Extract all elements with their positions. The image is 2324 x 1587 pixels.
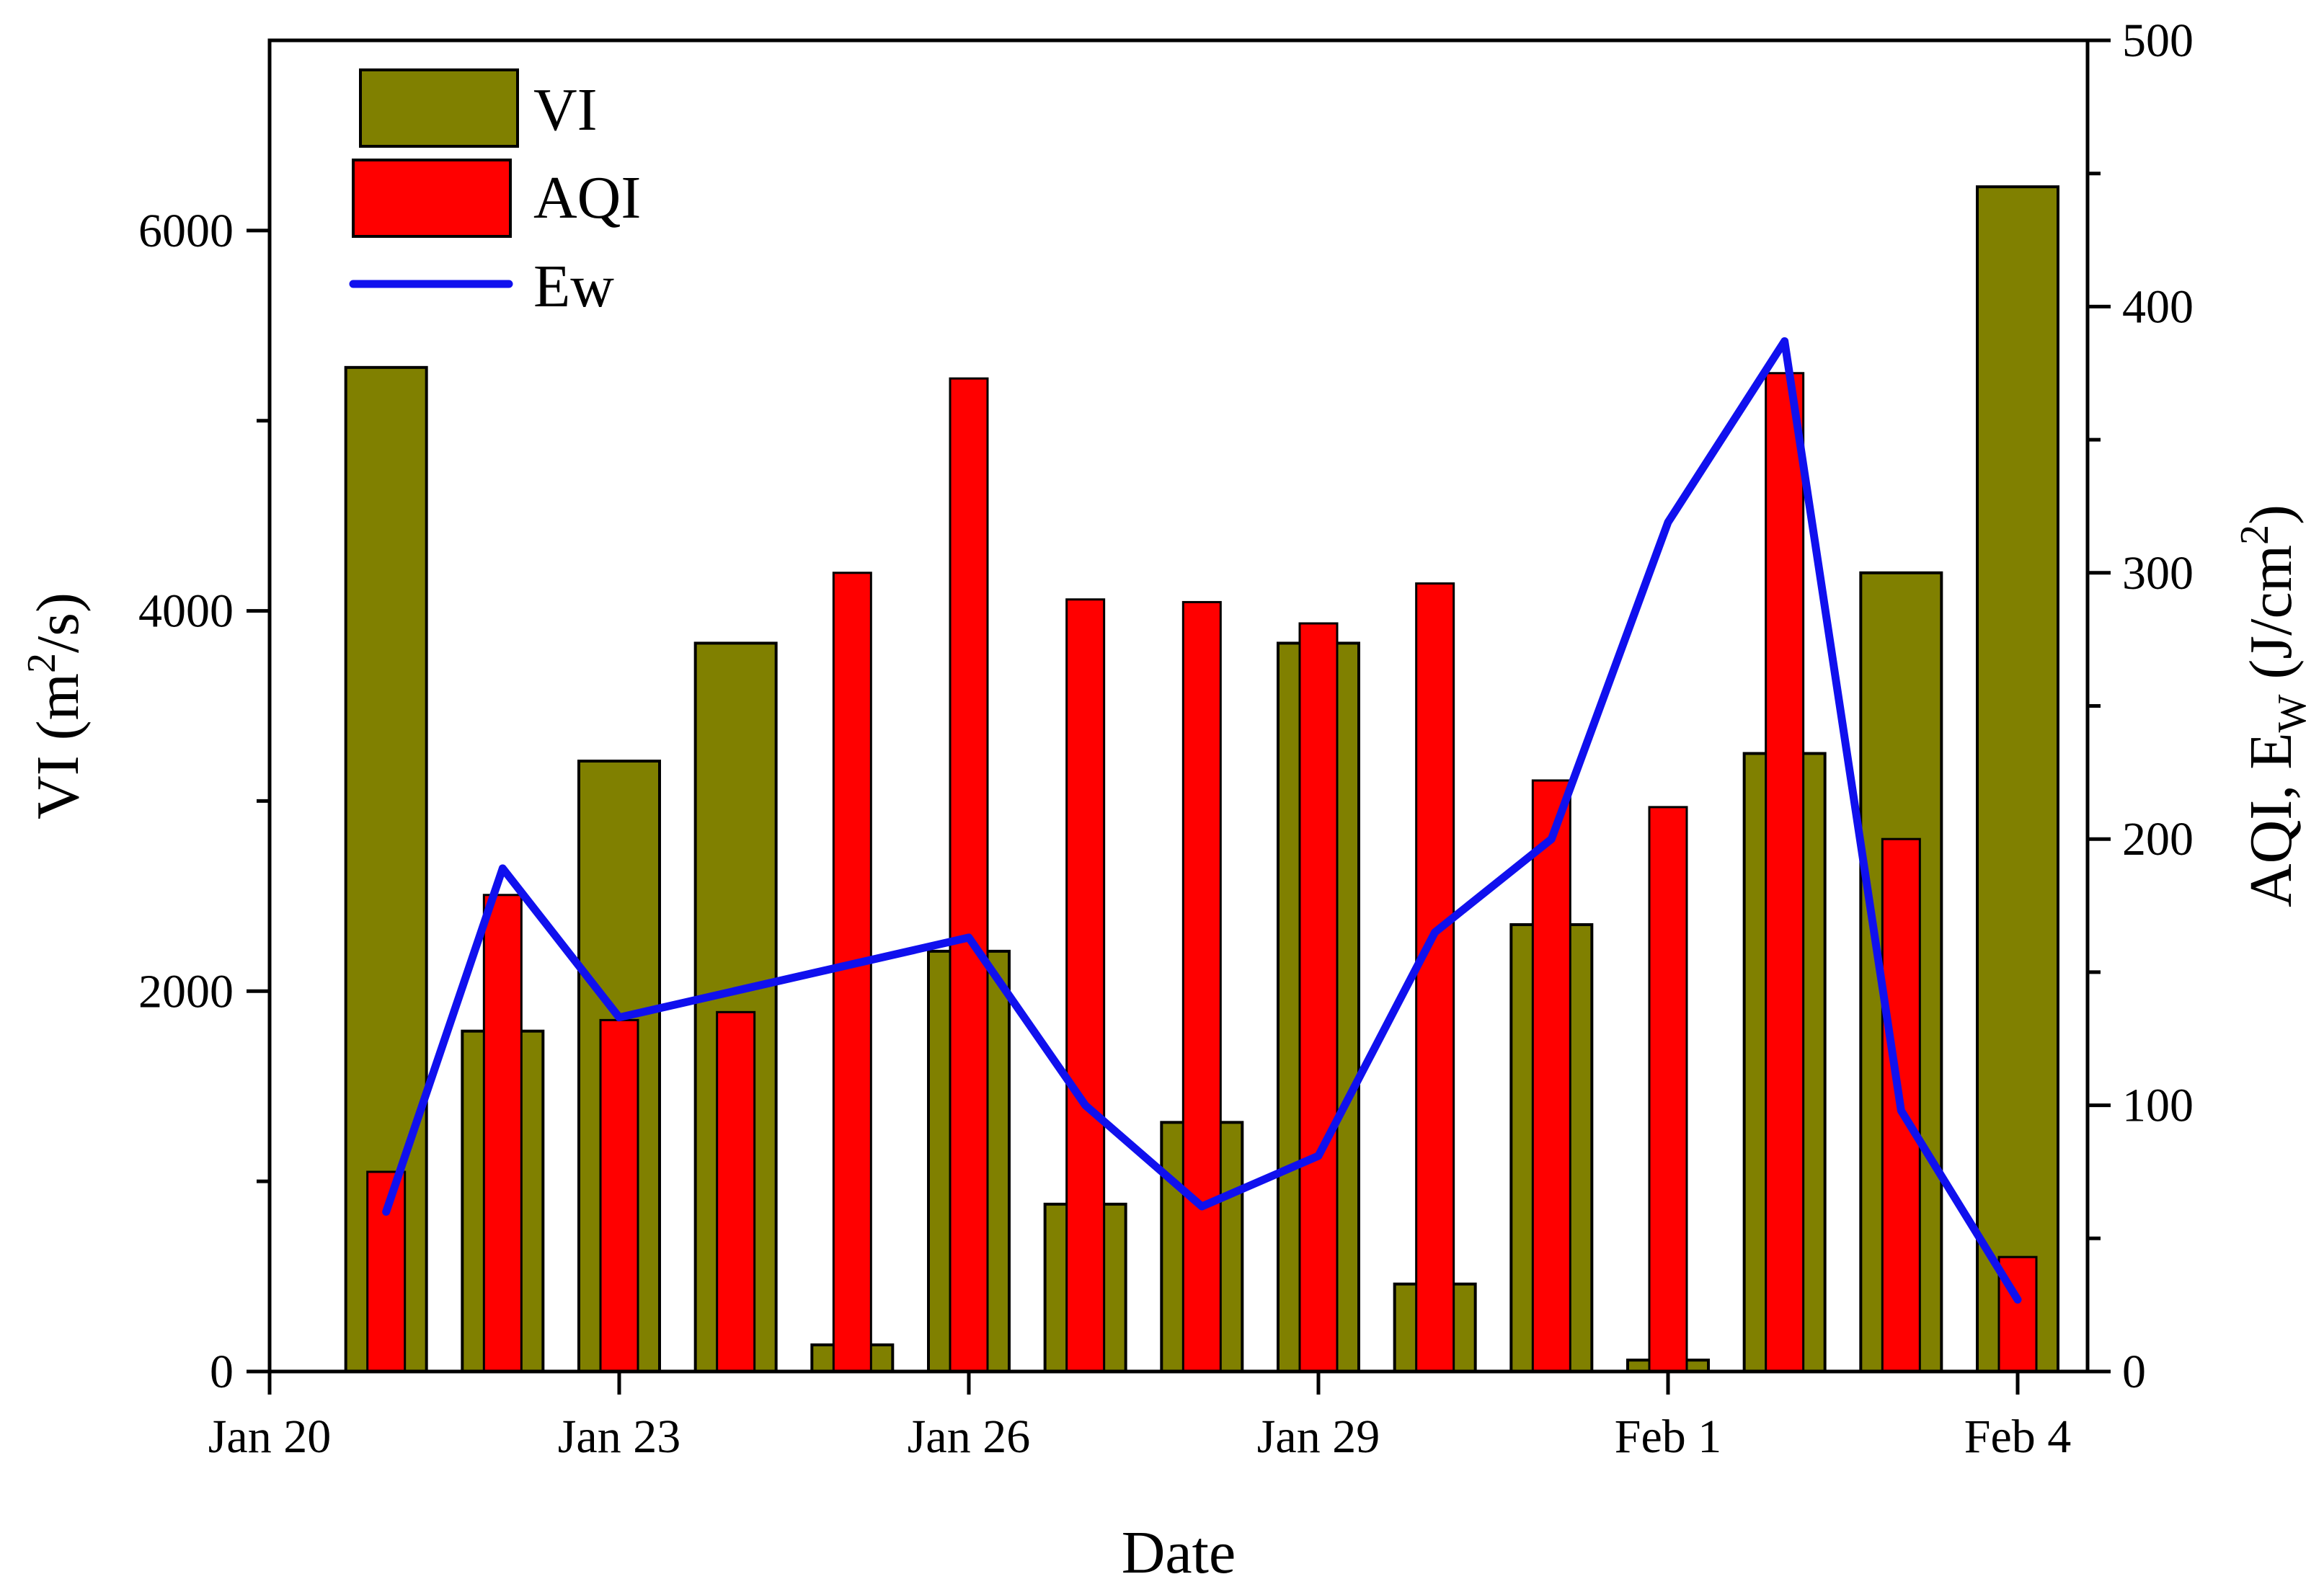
aqi-bar xyxy=(1765,372,1805,1373)
aqi-bar xyxy=(482,894,523,1373)
left-y-tick-label: 4000 xyxy=(138,585,234,638)
right-y-tick-label: 0 xyxy=(2122,1346,2146,1398)
legend-vi-swatch xyxy=(359,68,519,148)
aqi-bar-series xyxy=(366,372,2038,1373)
vi-bar xyxy=(1976,185,2059,1373)
x-tick-label: Jan 26 xyxy=(908,1410,1030,1463)
aqi-bar xyxy=(716,1010,756,1373)
x-tick-label: Jan 29 xyxy=(1257,1410,1380,1463)
x-tick-label: Feb 1 xyxy=(1615,1410,1722,1463)
legend: VI AQI Ew xyxy=(349,68,641,320)
right-y-tick-label: 400 xyxy=(2122,280,2194,333)
left-y-axis-title: VI (m2/s) xyxy=(19,592,92,819)
aqi-bar xyxy=(949,377,989,1373)
legend-ew-label: Ew xyxy=(533,253,614,320)
left-y-tick-label: 6000 xyxy=(138,205,234,257)
right-y-tick-label: 500 xyxy=(2122,14,2194,67)
left-y-tick-label: 2000 xyxy=(138,965,234,1018)
aqi-bar xyxy=(1415,582,1455,1373)
legend-vi-label: VI xyxy=(533,76,598,143)
right-y-tick-label: 200 xyxy=(2122,813,2194,866)
aqi-bar xyxy=(1298,622,1339,1373)
right-y-tick-label: 300 xyxy=(2122,547,2194,600)
aqi-bar xyxy=(832,572,872,1373)
x-tick-label: Jan 20 xyxy=(208,1410,331,1463)
legend-aqi-label: AQI xyxy=(533,164,641,231)
x-axis-title: Date xyxy=(1122,1519,1236,1586)
aqi-bar xyxy=(1181,600,1222,1373)
left-y-tick-label: 0 xyxy=(210,1346,234,1398)
axes: Jan 20 Jan 23 Jan 26 Jan 29 Feb 1 Feb 4020004… xyxy=(138,14,2194,1463)
ew-line-series xyxy=(382,337,2022,1304)
right-y-tick-label: 100 xyxy=(2122,1080,2194,1132)
aqi-bar xyxy=(1065,598,1106,1373)
aqi-bar xyxy=(1531,779,1571,1373)
x-tick-label: Feb 4 xyxy=(1964,1410,2072,1463)
legend-aqi-swatch xyxy=(352,159,512,238)
x-tick-label: Jan 23 xyxy=(558,1410,680,1463)
aqi-bar xyxy=(599,1018,639,1373)
aqi-bar xyxy=(1648,806,1688,1373)
right-y-axis-title: AQI, EW (J/cm2) xyxy=(2232,504,2315,907)
